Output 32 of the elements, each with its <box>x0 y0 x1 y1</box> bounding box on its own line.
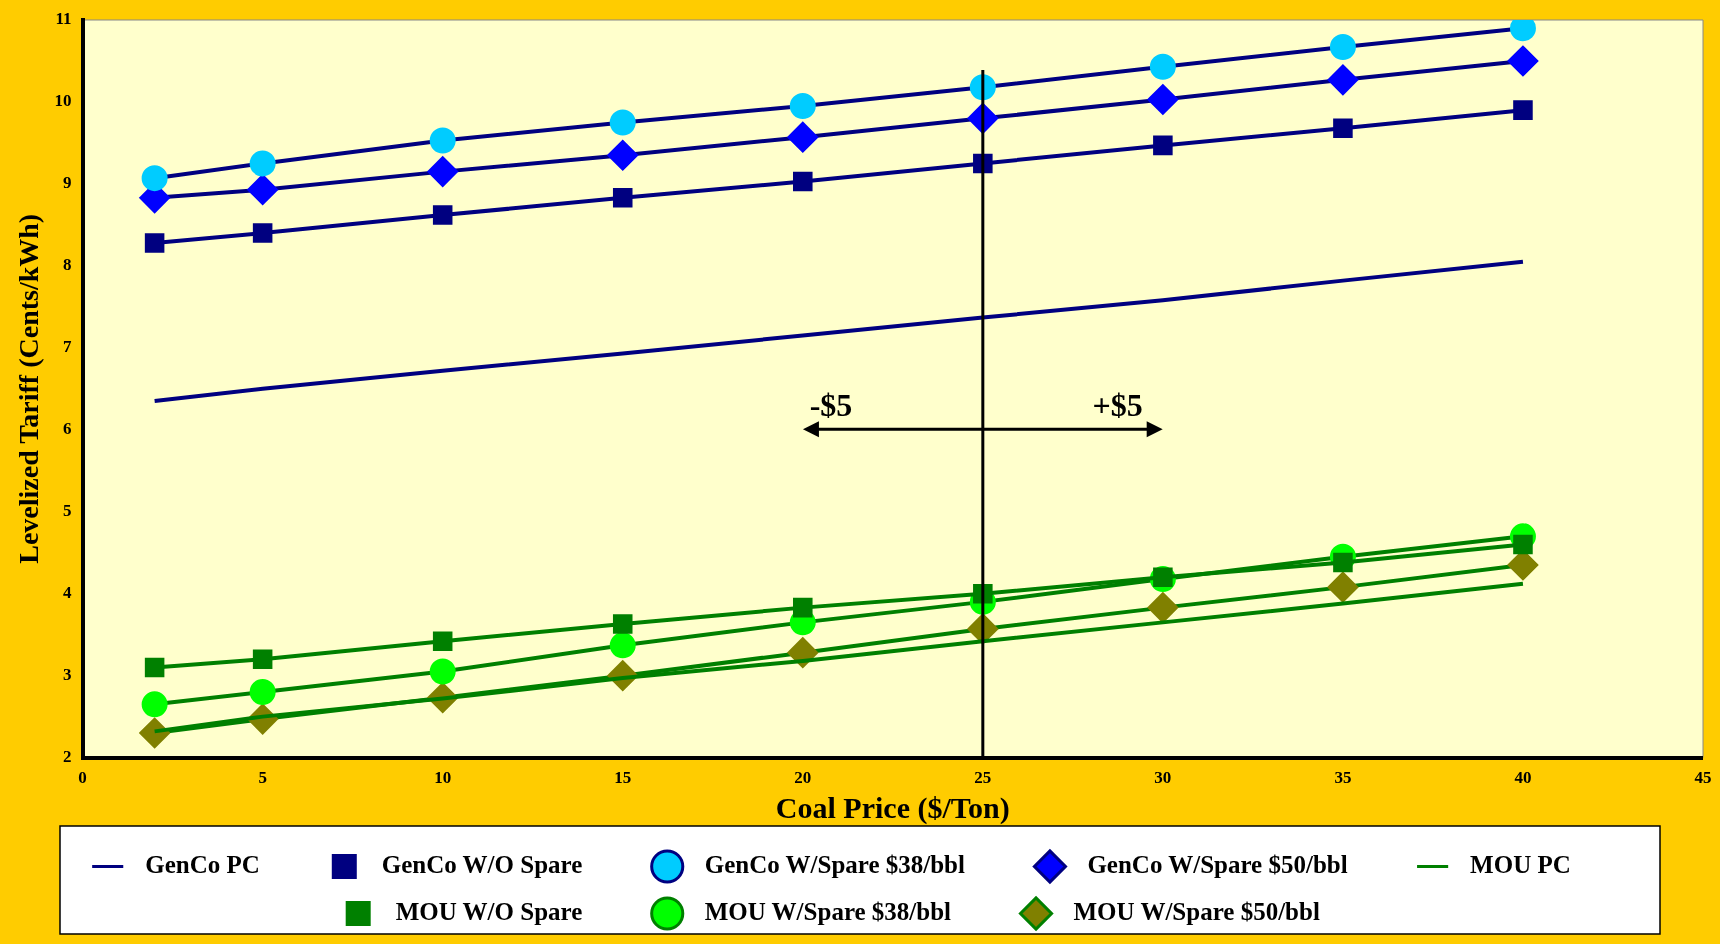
y-tick-label: 3 <box>63 665 72 685</box>
x-tick-label: 5 <box>258 768 267 788</box>
legend-label: GenCo W/Spare $38/bbl <box>692 850 1015 878</box>
legend-label: MOU W/Spare $50/bbl <box>1061 897 1370 925</box>
x-tick-label: 20 <box>794 768 812 788</box>
legend-label: MOU W/O Spare <box>383 897 633 925</box>
legend-label: GenCo W/O Spare <box>369 850 633 878</box>
x-tick-label: 10 <box>434 768 452 788</box>
y-tick-label: 8 <box>63 255 72 275</box>
x-tick-label: 25 <box>974 768 992 788</box>
y-tick-label: 7 <box>63 337 73 357</box>
y-tick-label: 5 <box>63 501 72 521</box>
x-tick-label: 35 <box>1334 768 1352 788</box>
y-tick-label: 11 <box>55 9 72 29</box>
y-tick-label: 9 <box>63 173 72 193</box>
legend-label: GenCo W/Spare $50/bbl <box>1074 850 1398 878</box>
x-tick-label: 0 <box>78 768 87 788</box>
annotation: -$5 <box>809 386 853 423</box>
x-tick-label: 45 <box>1694 768 1712 788</box>
x-axis-title: Coal Price ($/Ton) <box>775 790 1010 825</box>
annotation: +$5 <box>1092 386 1143 423</box>
legend-label: MOU PC <box>1457 850 1621 878</box>
y-tick-label: 10 <box>54 91 72 111</box>
x-tick-label: 15 <box>614 768 632 788</box>
x-tick-label: 30 <box>1154 768 1172 788</box>
legend-label: MOU W/Spare $38/bbl <box>692 897 1002 925</box>
y-tick-label: 4 <box>63 583 73 603</box>
y-axis-title: Levelized Tariff (Cents/kWh) <box>13 213 45 564</box>
legend-label: GenCo PC <box>132 850 310 878</box>
x-tick-label: 40 <box>1514 768 1532 788</box>
y-tick-label: 6 <box>63 419 72 439</box>
y-tick-label: 2 <box>63 746 72 766</box>
